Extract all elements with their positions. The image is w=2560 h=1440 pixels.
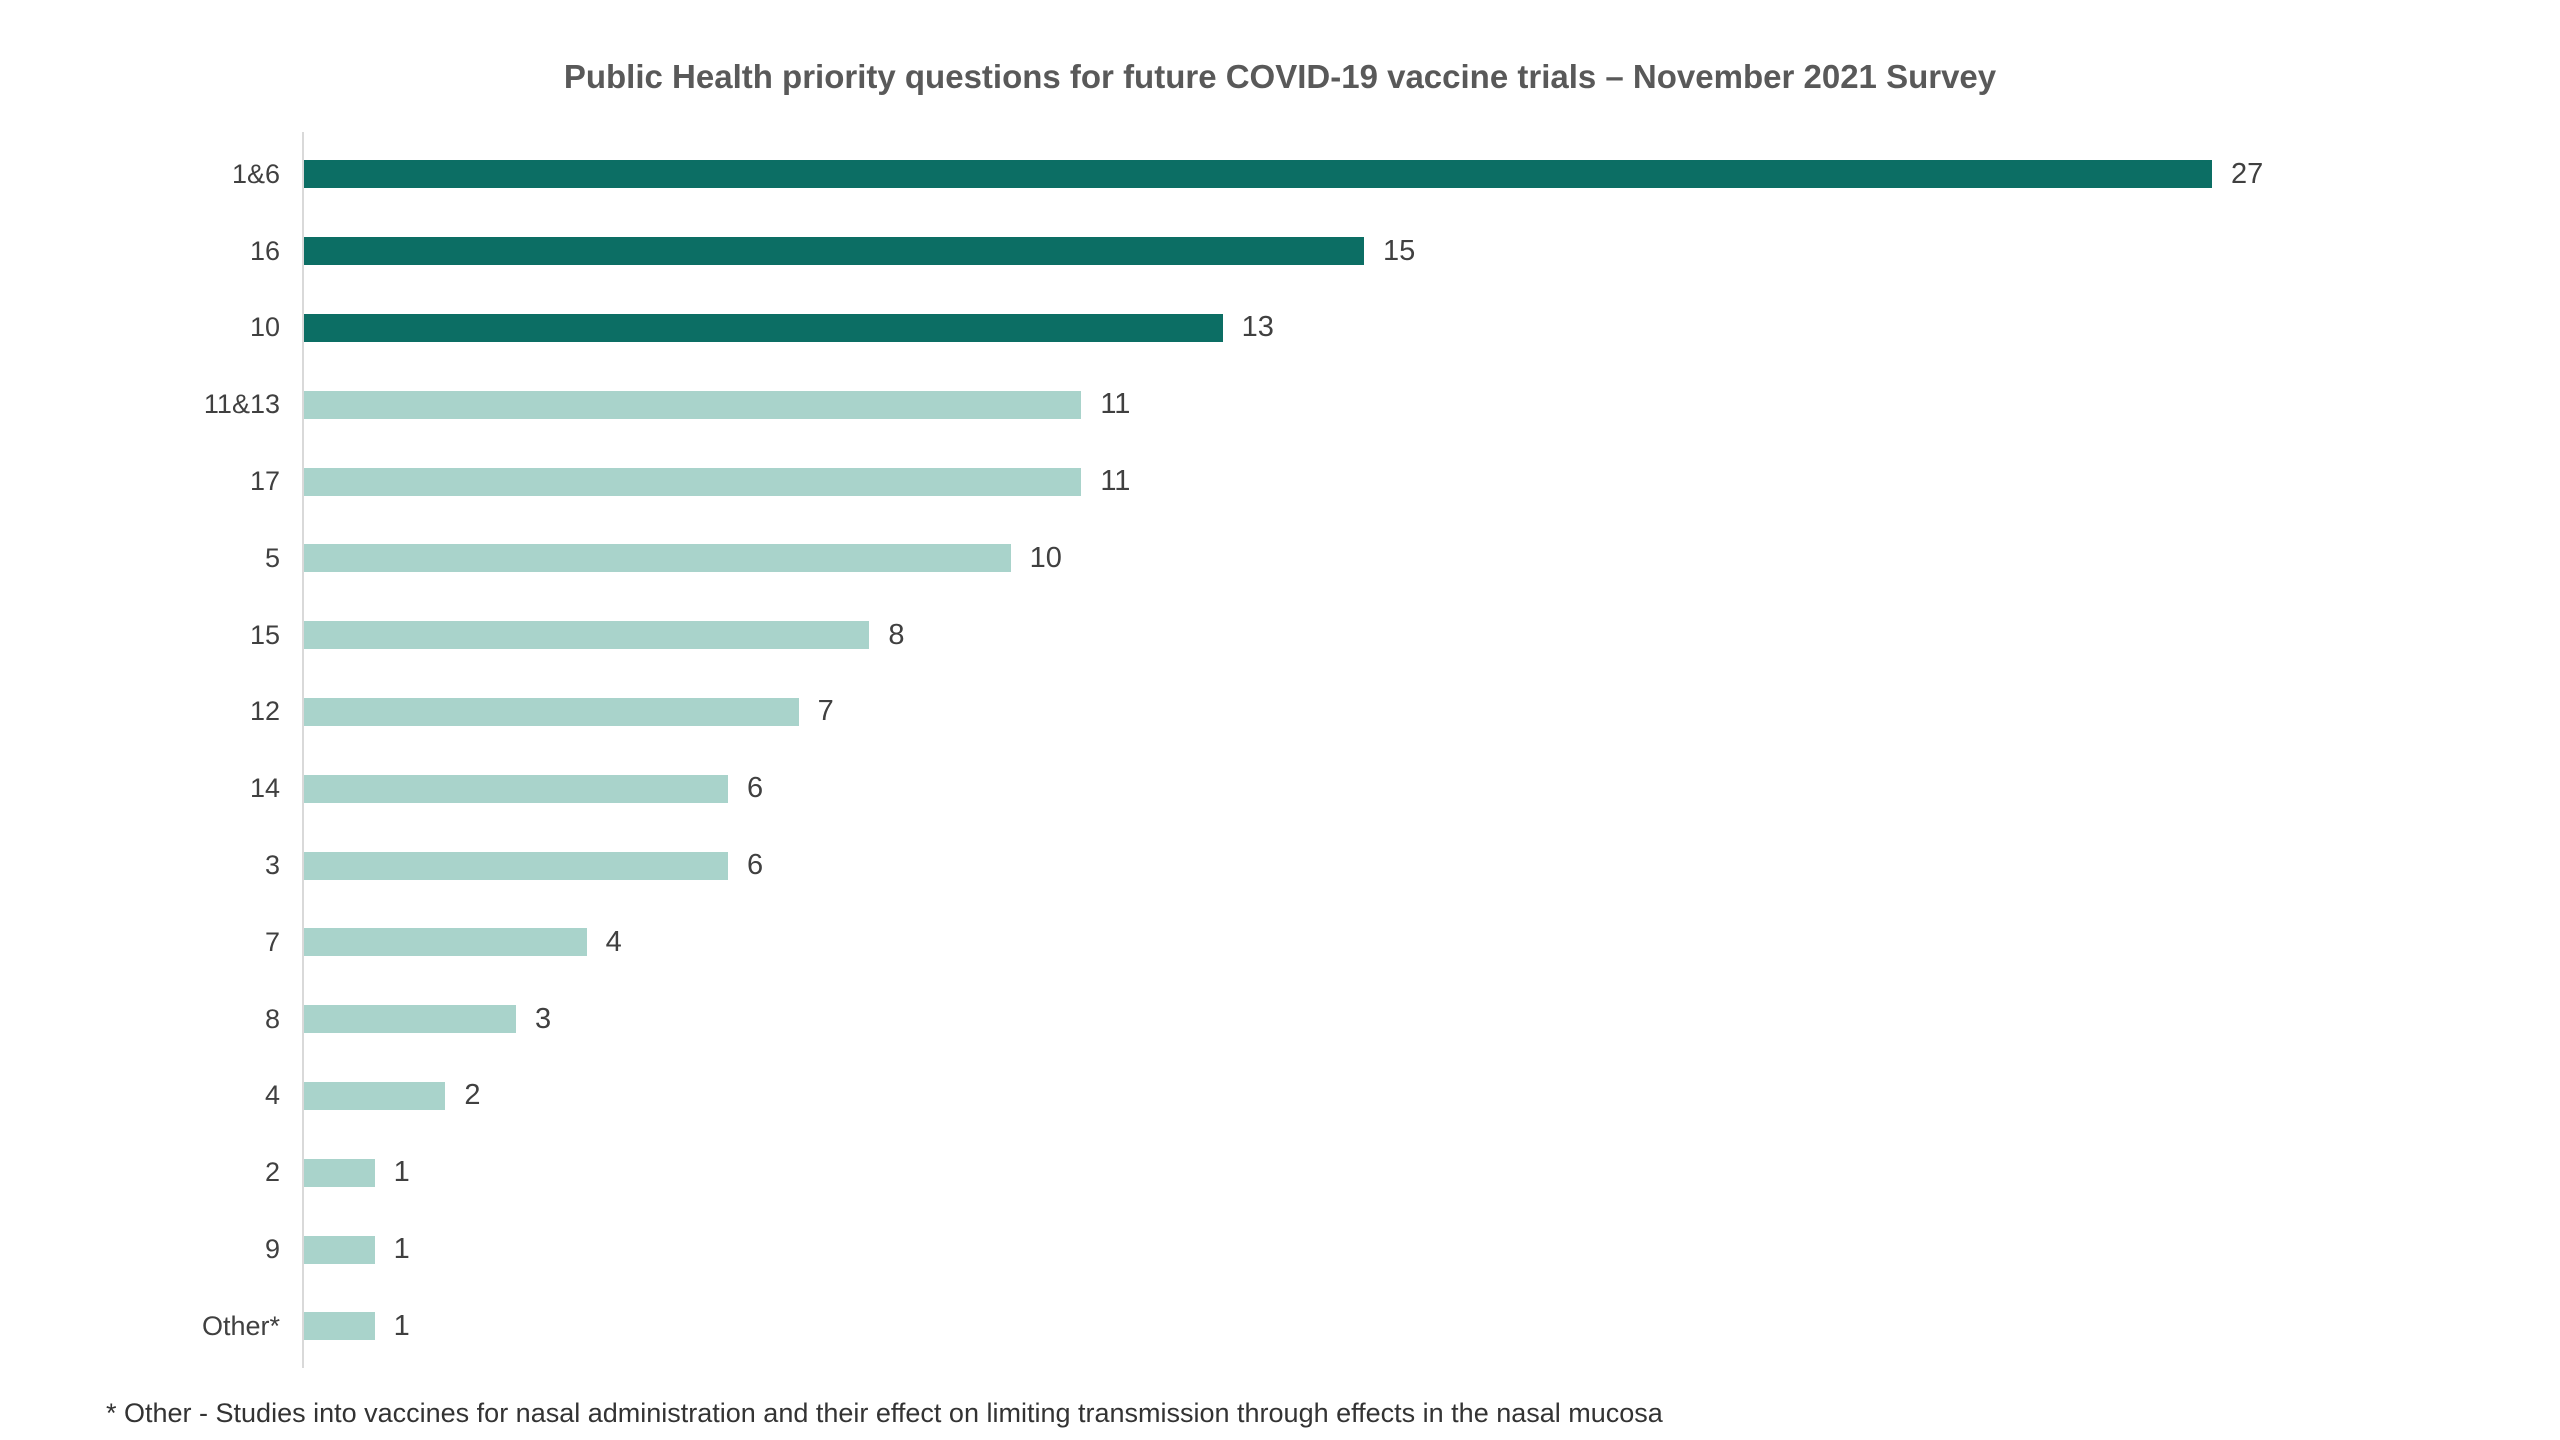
bar-track: 11 bbox=[304, 366, 2212, 443]
bar bbox=[304, 160, 2212, 189]
category-label: 2 bbox=[264, 1157, 280, 1188]
category-label: 5 bbox=[264, 542, 280, 573]
bar bbox=[304, 621, 870, 650]
bar-row: Other* 1 bbox=[0, 1288, 2560, 1365]
value-label: 13 bbox=[1241, 311, 1274, 344]
bar bbox=[304, 1005, 516, 1034]
bar-row: 15 8 bbox=[0, 597, 2560, 674]
category-label: 7 bbox=[264, 926, 280, 957]
bar-track: 3 bbox=[304, 981, 2212, 1058]
category-label: 4 bbox=[264, 1080, 280, 1111]
bar-row: 12 7 bbox=[0, 674, 2560, 751]
bar-row: 17 11 bbox=[0, 443, 2560, 520]
category-label: 10 bbox=[249, 312, 280, 343]
category-label: 17 bbox=[249, 466, 280, 497]
bar-track: 6 bbox=[304, 750, 2212, 827]
bar-track: 15 bbox=[304, 213, 2212, 290]
category-label: 1&6 bbox=[231, 158, 280, 189]
category-label: 11&13 bbox=[203, 389, 280, 420]
category-label: 14 bbox=[249, 773, 280, 804]
bar bbox=[304, 774, 728, 803]
value-label: 1 bbox=[393, 1233, 410, 1266]
category-label: 3 bbox=[264, 850, 280, 881]
bar-track: 11 bbox=[304, 443, 2212, 520]
category-label: 15 bbox=[249, 619, 280, 650]
value-label: 3 bbox=[535, 1002, 552, 1035]
bar bbox=[304, 697, 799, 726]
value-label: 6 bbox=[747, 849, 764, 882]
bar bbox=[304, 313, 1223, 342]
bar bbox=[304, 467, 1082, 496]
chart-title: Public Health priority questions for fut… bbox=[563, 58, 1997, 95]
bar-track: 4 bbox=[304, 904, 2212, 981]
bar-row: 11&13 11 bbox=[0, 366, 2560, 443]
bar-row: 10 13 bbox=[0, 290, 2560, 367]
value-label: 15 bbox=[1383, 234, 1416, 267]
bar bbox=[304, 390, 1082, 419]
value-label: 7 bbox=[817, 695, 834, 728]
value-label: 10 bbox=[1029, 541, 1062, 574]
bar bbox=[304, 1081, 446, 1110]
category-label: 16 bbox=[249, 235, 280, 266]
bar-track: 13 bbox=[304, 290, 2212, 367]
bar bbox=[304, 237, 1364, 266]
category-label: Other* bbox=[201, 1310, 280, 1341]
category-label: 8 bbox=[264, 1003, 280, 1034]
value-label: 8 bbox=[888, 618, 905, 651]
value-label: 11 bbox=[1100, 388, 1131, 421]
bar-track: 7 bbox=[304, 674, 2212, 751]
bar-row: 5 10 bbox=[0, 520, 2560, 597]
bar bbox=[304, 544, 1011, 573]
bar bbox=[304, 851, 728, 880]
value-label: 1 bbox=[393, 1156, 410, 1189]
bar-track: 10 bbox=[304, 520, 2212, 597]
bar bbox=[304, 928, 587, 957]
value-label: 27 bbox=[2231, 157, 2264, 190]
bar-row: 14 6 bbox=[0, 750, 2560, 827]
value-label: 6 bbox=[747, 772, 764, 805]
value-label: 2 bbox=[464, 1079, 481, 1112]
value-label: 4 bbox=[605, 925, 622, 958]
category-label: 9 bbox=[264, 1234, 280, 1265]
bar-track: 1 bbox=[304, 1288, 2212, 1365]
bar-track: 27 bbox=[304, 136, 2263, 213]
bar-row: 1&6 27 bbox=[0, 136, 2560, 213]
bar-track: 1 bbox=[304, 1134, 2212, 1211]
bar-track: 6 bbox=[304, 827, 2212, 904]
bar-track: 2 bbox=[304, 1058, 2212, 1135]
bar-chart: 1&6 27 16 15 10 13 11&13 11 17 11 5 10 15 8 12 7 14 6 3 6 7 4… bbox=[0, 136, 2560, 1365]
category-label: 12 bbox=[249, 696, 280, 727]
bar bbox=[304, 1312, 375, 1341]
bar-track: 8 bbox=[304, 597, 2212, 674]
value-label: 1 bbox=[393, 1309, 410, 1342]
bar-row: 16 15 bbox=[0, 213, 2560, 290]
value-label: 11 bbox=[1100, 465, 1131, 498]
y-axis-line bbox=[302, 132, 304, 1368]
bar bbox=[304, 1158, 375, 1187]
bar bbox=[304, 1235, 375, 1264]
footnote: * Other - Studies into vaccines for nasa… bbox=[106, 1398, 1663, 1428]
bar-track: 1 bbox=[304, 1211, 2212, 1288]
